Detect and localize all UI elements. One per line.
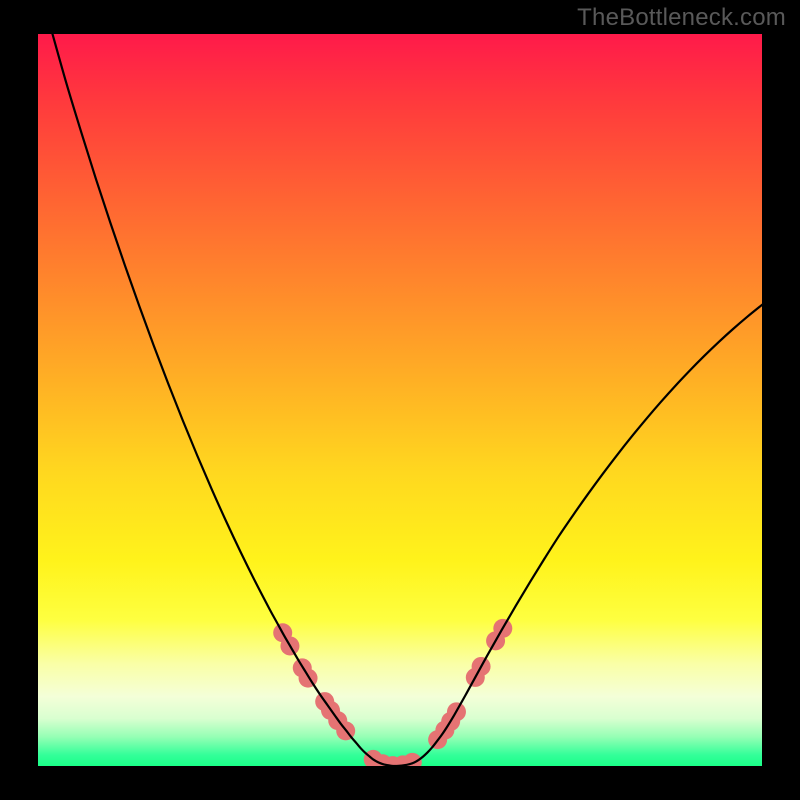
watermark-text: TheBottleneck.com [577,4,786,32]
plot-background [38,34,762,766]
bottleneck-chart [0,0,800,800]
